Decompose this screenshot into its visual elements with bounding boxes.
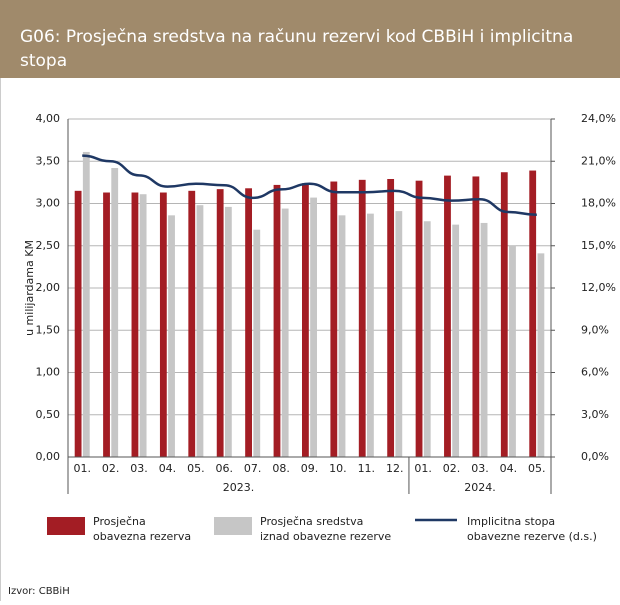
legend-label: Prosječna sredstva	[260, 515, 363, 528]
legend-label: Implicitna stopa	[467, 515, 555, 528]
bar	[423, 221, 431, 457]
legend-label: obavezna rezerva	[93, 530, 191, 543]
x-tick-label: 12.	[386, 462, 404, 475]
bar	[415, 180, 423, 457]
bar	[500, 172, 508, 458]
bar	[281, 208, 289, 457]
x-tick-label: 04.	[159, 462, 177, 475]
legend-label: iznad obavezne rezerve	[260, 530, 391, 543]
y2-tick-label: 21,0%	[581, 154, 616, 167]
y2-tick-label: 15,0%	[581, 239, 616, 252]
y2-tick-label: 9,0%	[581, 323, 609, 336]
line	[82, 154, 537, 217]
bar	[131, 192, 139, 457]
x-tick-label: 02.	[102, 462, 120, 475]
bar	[168, 215, 175, 457]
bar	[103, 192, 110, 457]
x-tick-label: 10.	[329, 462, 347, 475]
source: Izvor: CBBiH	[8, 586, 70, 597]
bar	[452, 224, 460, 457]
y-tick-label: 2,00	[36, 281, 61, 294]
bar	[159, 192, 167, 457]
x-tick-label: 01.	[73, 462, 91, 475]
group-label: 2024.	[464, 481, 496, 494]
y-tick-label: 3,50	[36, 154, 61, 167]
header-band	[0, 0, 620, 78]
y-tick-label: 4,00	[36, 112, 61, 125]
bar	[367, 213, 374, 457]
bar	[509, 245, 516, 457]
y2-tick-label: 18,0%	[581, 197, 616, 210]
x-tick-label: 09.	[301, 462, 319, 475]
bar	[472, 176, 480, 457]
bar	[395, 211, 403, 457]
y-tick-label: 3,00	[36, 197, 61, 210]
x-tick-label: 05.	[187, 462, 205, 475]
bar	[301, 183, 309, 457]
x-tick-label: 08.	[272, 462, 290, 475]
bar	[387, 178, 395, 457]
legend-swatch	[47, 517, 85, 535]
bar	[444, 175, 451, 458]
bar	[82, 151, 90, 457]
x-tick-label: 07.	[244, 462, 262, 475]
bar	[537, 253, 545, 457]
bar	[74, 190, 82, 457]
title: stopa	[20, 51, 67, 71]
x-tick-label: 04.	[500, 462, 518, 475]
x-tick-label: 05.	[528, 462, 546, 475]
y-axis-label: u milijardama KM	[23, 240, 36, 336]
bar	[529, 170, 537, 458]
y-tick-label: 1,50	[36, 323, 61, 336]
x-tick-label: 03.	[130, 462, 148, 475]
x-tick-label: 03.	[471, 462, 489, 475]
bar	[480, 222, 488, 457]
y2-tick-label: 6,0%	[581, 366, 609, 379]
bar	[338, 215, 346, 457]
y2-tick-label: 24,0%	[581, 112, 616, 125]
bar	[224, 206, 232, 457]
bar	[358, 179, 366, 457]
x-tick-label: 01.	[414, 462, 432, 475]
legend-swatch	[214, 517, 252, 535]
bar	[310, 197, 318, 457]
y-tick-label: 0,00	[36, 450, 61, 463]
bar	[196, 205, 204, 457]
y-tick-label: 2,50	[36, 239, 61, 252]
legend-label: Prosječna	[93, 515, 146, 528]
bar	[188, 190, 196, 457]
y2-tick-label: 0,0%	[581, 450, 609, 463]
x-tick-label: 11.	[358, 462, 376, 475]
bar	[216, 189, 224, 457]
bar	[111, 168, 119, 457]
y2-tick-label: 3,0%	[581, 408, 609, 421]
bar	[330, 181, 338, 457]
y-tick-label: 1,00	[36, 366, 61, 379]
y-tick-label: 0,50	[36, 408, 61, 421]
y2-tick-label: 12,0%	[581, 281, 616, 294]
bar	[253, 229, 261, 457]
bar	[273, 184, 281, 457]
group-label: 2023.	[223, 481, 255, 494]
bar	[139, 194, 147, 457]
bar	[245, 188, 252, 458]
legend-label: obavezne rezerve (d.s.)	[467, 530, 597, 543]
title: G06: Prosječna sredstva na računu rezerv…	[20, 27, 573, 47]
x-tick-label: 02.	[443, 462, 461, 475]
x-tick-label: 06.	[216, 462, 234, 475]
